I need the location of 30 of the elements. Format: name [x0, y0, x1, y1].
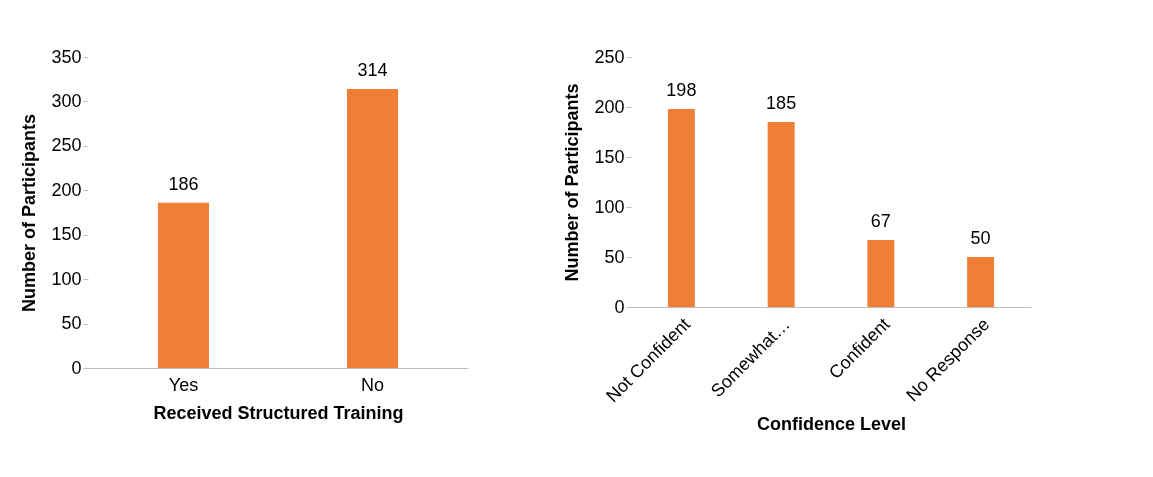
data-label: 185: [766, 93, 797, 113]
bar: [667, 109, 695, 307]
bar: [967, 257, 995, 307]
data-label: 50: [970, 228, 991, 248]
y-tick-label: 350: [51, 46, 82, 67]
y-axis-title: Number of Participants: [562, 83, 583, 282]
x-tick-label: No: [361, 374, 385, 395]
y-tick-label: 100: [51, 268, 82, 289]
y-tick-label: 300: [51, 90, 82, 111]
y-tick-label: 200: [594, 96, 625, 117]
data-label: 314: [357, 59, 388, 80]
data-label: 198: [666, 80, 697, 100]
y-axis-title: Number of Participants: [19, 113, 40, 313]
x-axis-title: Received Structured Training: [153, 402, 404, 423]
data-label: 186: [168, 173, 199, 194]
bar: [767, 122, 795, 307]
y-tick-label: 250: [594, 46, 625, 67]
bar: [867, 240, 895, 307]
x-tick-label: Yes: [168, 374, 199, 395]
y-tick-label: 50: [61, 313, 82, 334]
y-tick-label: 0: [614, 296, 625, 317]
y-tick-label: 200: [51, 179, 82, 200]
x-axis-title: Confidence Level: [756, 414, 907, 435]
y-tick-label: 50: [604, 246, 625, 267]
y-tick-label: 0: [71, 357, 82, 378]
y-tick-label: 100: [594, 196, 625, 217]
y-tick-label: 150: [594, 146, 625, 167]
data-label: 67: [870, 211, 891, 231]
y-tick-label: 250: [51, 135, 82, 156]
y-tick-label: 150: [51, 224, 82, 245]
